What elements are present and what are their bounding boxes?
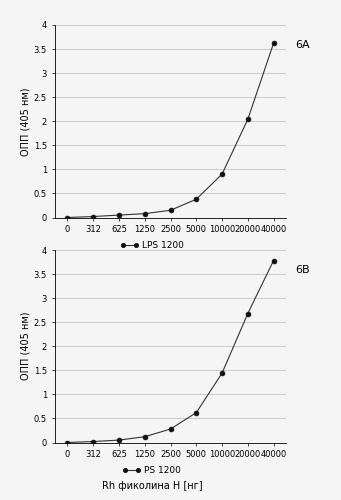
LPS 1200 [246,116,250,122]
Legend: LPS 1200: LPS 1200 [120,242,184,250]
Line: LPS 1200: LPS 1200 [65,41,276,220]
Text: Rh фиколина H [нг]: Rh фиколина H [нг] [102,481,202,491]
PS 1200 [91,438,95,444]
Y-axis label: ОПП (405 нм): ОПП (405 нм) [21,87,31,156]
PS 1200 [220,370,224,376]
PS 1200 [117,437,121,443]
PS 1200 [65,440,70,446]
LPS 1200 [65,214,70,220]
LPS 1200 [91,214,95,220]
PS 1200 [143,434,147,440]
Text: 6A: 6A [296,40,310,50]
PS 1200 [168,426,173,432]
LPS 1200 [220,171,224,177]
Text: Rh фиколина H [нг]: Rh фиколина H [нг] [102,256,202,266]
LPS 1200 [117,212,121,218]
Line: PS 1200: PS 1200 [65,258,276,445]
LPS 1200 [143,210,147,216]
Legend: PS 1200: PS 1200 [123,466,181,475]
PS 1200 [194,410,198,416]
LPS 1200 [194,196,198,202]
LPS 1200 [271,40,276,46]
PS 1200 [246,310,250,316]
Text: 6B: 6B [296,266,310,276]
Y-axis label: ОПП (405 нм): ОПП (405 нм) [21,312,31,380]
LPS 1200 [168,208,173,214]
PS 1200 [271,258,276,264]
